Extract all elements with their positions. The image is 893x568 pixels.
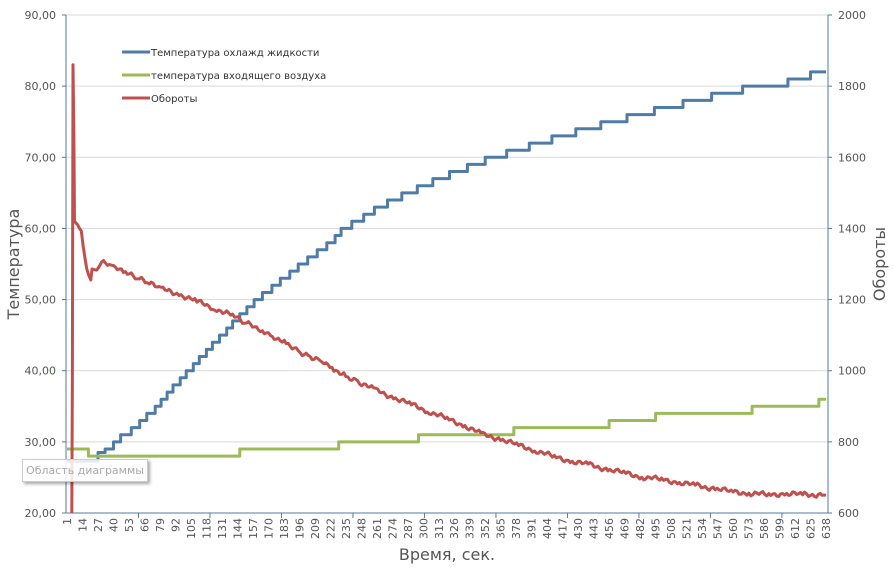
x-tick-label: 521 — [681, 518, 694, 539]
x-tick-label: 625 — [805, 518, 818, 539]
x-tick-label: 157 — [247, 518, 260, 539]
x-tick-label: 456 — [603, 518, 616, 539]
x-axis-title: Время, сек. — [399, 545, 495, 564]
x-tick-label: 508 — [665, 518, 678, 539]
legend-label: Температура охлажд жидкости — [150, 48, 319, 59]
x-tick-label: 274 — [386, 518, 399, 539]
x-tick-label: 27 — [92, 518, 105, 532]
y-left-tick-label: 20,00 — [25, 507, 57, 520]
y-right-tick-label: 2000 — [838, 9, 866, 22]
chart-area-tooltip: Область диаграммы — [22, 459, 148, 482]
y-right-tick-label: 800 — [838, 436, 859, 449]
y-right-tick-label: 1000 — [838, 365, 866, 378]
x-tick-label: 599 — [774, 518, 787, 539]
x-tick-label: 495 — [650, 518, 663, 539]
x-tick-label: 313 — [433, 518, 446, 539]
x-tick-label: 430 — [572, 518, 585, 539]
series-lines — [67, 63, 827, 514]
x-tick-label: 79 — [154, 518, 167, 532]
legend-label: Обороты — [151, 94, 197, 105]
y-left-tick-label: 40,00 — [25, 365, 57, 378]
x-tick-label: 482 — [634, 518, 647, 539]
x-tick-label: 547 — [712, 518, 725, 539]
y-left-tick-label: 90,00 — [25, 9, 57, 22]
x-tick-label: 209 — [309, 518, 322, 539]
y-right-tick-label: 1200 — [838, 294, 866, 307]
y-right-tick-label: 1600 — [838, 151, 866, 164]
x-tick-label: 469 — [619, 518, 632, 539]
x-tick-label: 365 — [495, 518, 508, 539]
x-tick-label: 352 — [479, 518, 492, 539]
x-tick-label: 235 — [340, 518, 353, 539]
x-tick-label: 248 — [355, 518, 368, 539]
x-tick-label: 14 — [76, 518, 89, 532]
x-tick-label: 443 — [588, 518, 601, 539]
y-right-tick-label: 1800 — [838, 80, 866, 93]
x-tick-label: 417 — [557, 518, 570, 539]
x-tick-label: 1 — [61, 518, 74, 525]
x-tick-label: 638 — [820, 518, 833, 539]
x-tick-label: 378 — [510, 518, 523, 539]
x-tick-label: 40 — [107, 518, 120, 532]
y-left-tick-label: 30,00 — [25, 436, 57, 449]
legend[interactable]: Температура охлажд жидкости температура в… — [122, 48, 326, 105]
x-tick-label: 53 — [123, 518, 136, 532]
x-tick-label: 92 — [169, 518, 182, 532]
y-right-tick-label: 1400 — [838, 222, 866, 235]
x-tick-label: 261 — [371, 518, 384, 539]
x-tick-label: 196 — [293, 518, 306, 539]
y-left-tick-label: 70,00 — [25, 151, 57, 164]
x-tick-label: 287 — [402, 518, 415, 539]
series-line-3 — [70, 63, 827, 514]
x-tick-label: 534 — [696, 518, 709, 539]
x-tick-label: 404 — [541, 518, 554, 539]
x-tick-label: 391 — [526, 518, 539, 539]
y-left-tick-label: 60,00 — [25, 222, 57, 235]
x-tick-label: 66 — [138, 518, 151, 532]
x-tick-label: 326 — [448, 518, 461, 539]
x-tick-label: 170 — [262, 518, 275, 539]
x-tick-label: 131 — [216, 518, 229, 539]
x-tick-label: 144 — [231, 518, 244, 539]
y-axis-left-title: Температура — [4, 209, 23, 321]
x-tick-label: 339 — [464, 518, 477, 539]
y-right-tick-label: 600 — [838, 507, 859, 520]
series-line-2 — [67, 397, 826, 458]
series-line-1 — [67, 70, 826, 463]
x-tick-label: 105 — [185, 518, 198, 539]
x-tick-label: 183 — [278, 518, 291, 539]
legend-label: температура входящего воздуха — [151, 71, 326, 82]
y-axis-right-title: Обороты — [870, 227, 889, 301]
x-tick-label: 300 — [417, 518, 430, 539]
x-tick-label: 586 — [758, 518, 771, 539]
x-tick-label: 612 — [789, 518, 802, 539]
tick-labels: 20,00 30,00 40,00 50,00 60,00 70,00 80,00 90,00… — [25, 9, 867, 539]
y-left-tick-label: 80,00 — [25, 80, 57, 93]
x-tick-label: 222 — [324, 518, 337, 539]
x-tick-label: 118 — [200, 518, 213, 539]
x-tick-label: 573 — [743, 518, 756, 539]
y-left-tick-label: 50,00 — [25, 294, 57, 307]
x-tick-label: 560 — [727, 518, 740, 539]
axes — [62, 14, 832, 518]
